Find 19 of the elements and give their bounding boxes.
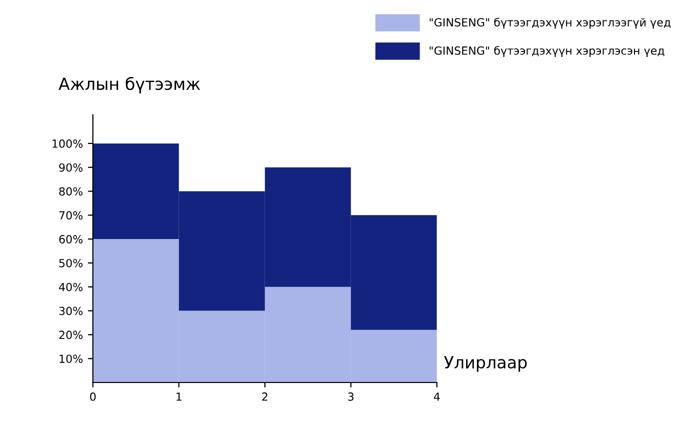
y-tick-label: 60% <box>59 235 83 244</box>
y-tick-label: 50% <box>59 258 83 268</box>
legend-label: "GINSENG" бүтээгдэхүүн хэрэглэсэн үед <box>430 46 664 57</box>
y-tick-label: 20% <box>59 330 83 340</box>
legend-label: "GINSENG" бүтээгдэхүүн хэрэглээгүй үед <box>430 18 671 29</box>
y-tick-label: 70% <box>59 211 83 220</box>
x-tick-label: 1 <box>176 392 182 401</box>
y-tick-label: 100% <box>52 139 83 148</box>
y-tick-label: 10% <box>60 354 83 363</box>
x-tick-label: 3 <box>348 392 354 401</box>
y-tick-label: 80% <box>59 187 83 196</box>
x-tick-label: 2 <box>262 392 268 401</box>
x-tick-label: 4 <box>434 392 440 401</box>
y-tick-label: 90% <box>59 163 83 172</box>
y-axis-title: Ажлын бүтээмж <box>58 76 200 94</box>
x-axis-title: Улирлаар <box>444 356 527 372</box>
y-tick-label: 30% <box>59 306 83 316</box>
x-tick-label: 0 <box>90 392 96 401</box>
y-tick-label: 40% <box>59 282 83 292</box>
